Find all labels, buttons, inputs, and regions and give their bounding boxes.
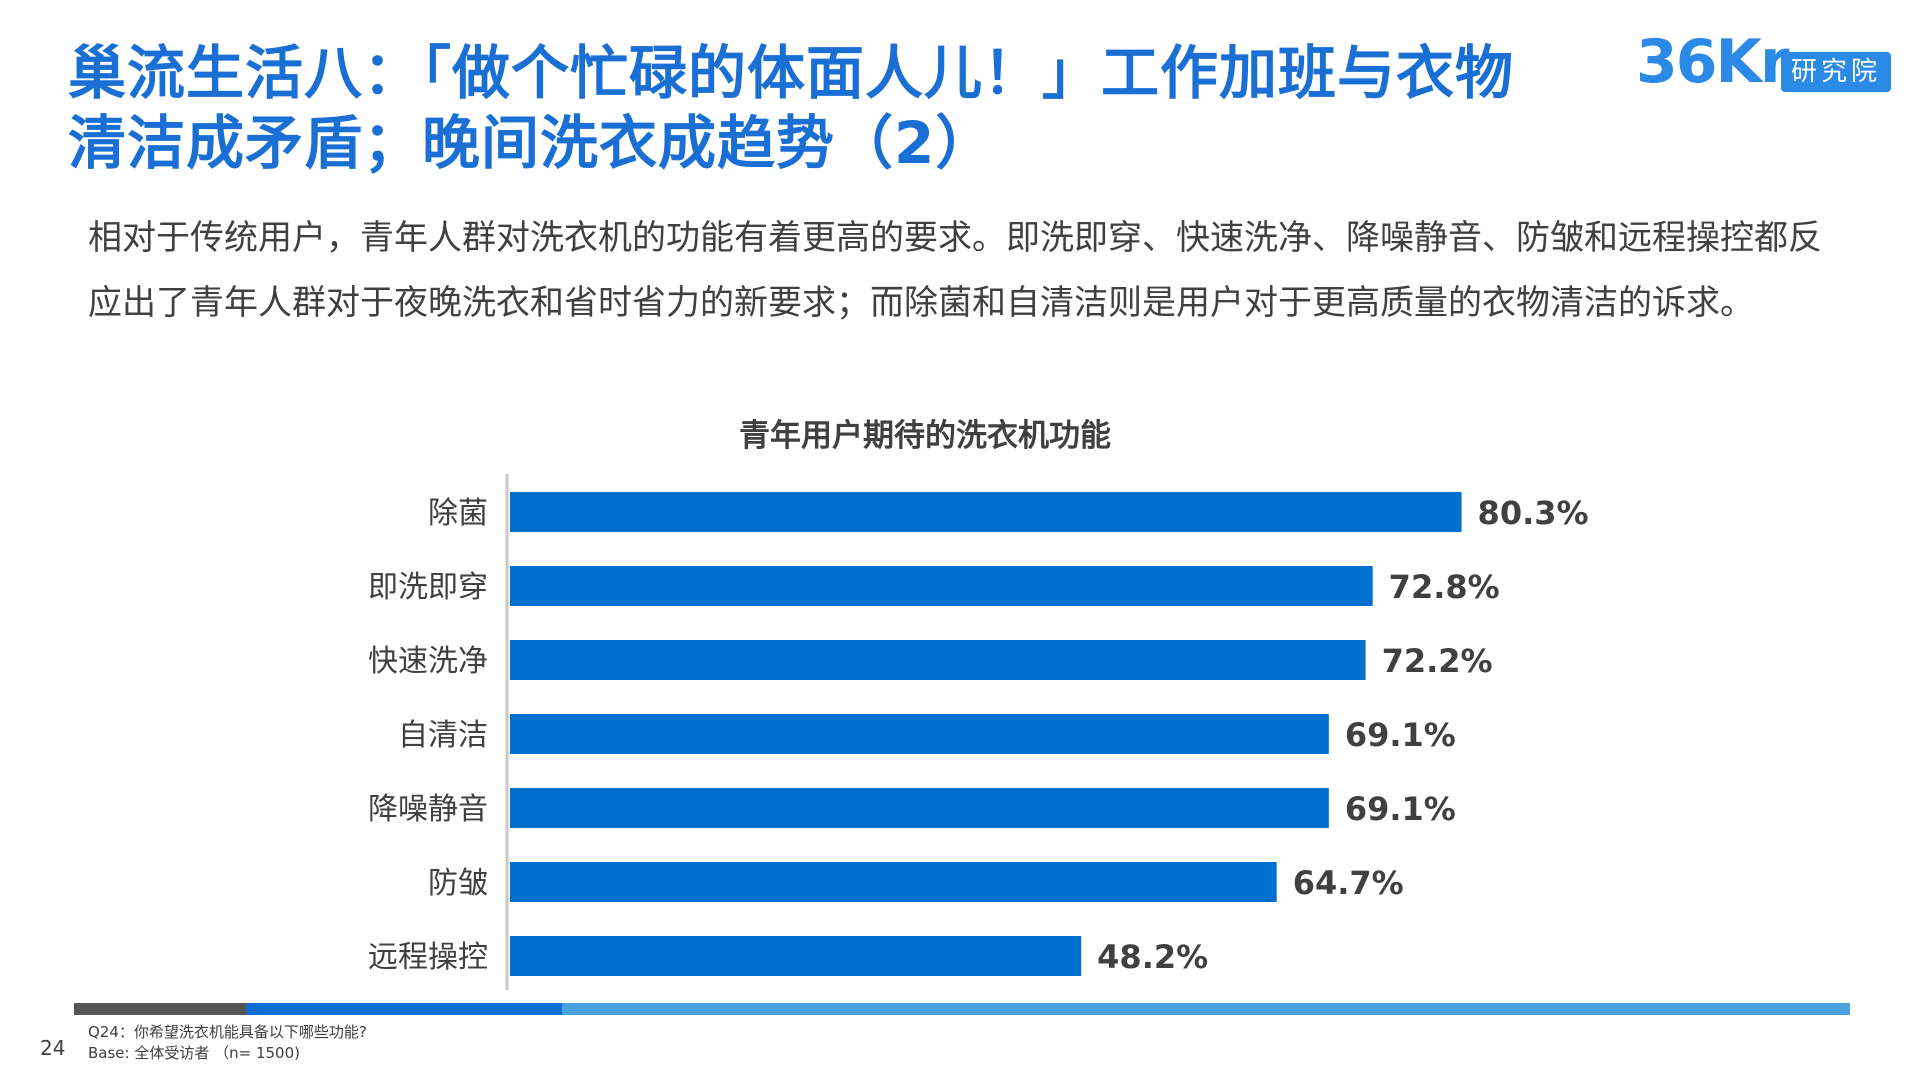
category-label: 降噪静音 — [368, 792, 488, 827]
page-number: 24 — [40, 1036, 66, 1060]
bar — [510, 862, 1277, 902]
bar-chart: 除菌 80.3% 即洗即穿 72.8% 快速洗净 72.2% 自清洁 69.1% 降噪静音 69.… — [368, 474, 1589, 990]
bar — [510, 640, 1366, 680]
footer-bar-light — [562, 1003, 1850, 1015]
value-label: 80.3% — [1478, 494, 1589, 532]
category-label: 即洗即穿 — [368, 570, 488, 605]
value-label: 48.2% — [1097, 938, 1208, 976]
value-label: 72.8% — [1389, 568, 1500, 606]
chart-title: 青年用户期待的洗衣机功能 — [739, 418, 1111, 454]
value-label: 69.1% — [1345, 790, 1456, 828]
bar — [510, 936, 1082, 976]
question-note: Q24：你希望洗衣机能具备以下哪些功能? — [88, 1023, 367, 1041]
bar — [510, 714, 1329, 754]
value-label: 69.1% — [1345, 716, 1456, 754]
bar — [510, 788, 1329, 828]
logo-36kr: 36Kr — [1636, 27, 1790, 97]
bar — [510, 492, 1462, 532]
source-note: Q24：你希望洗衣机能具备以下哪些功能? Base: 全体受访者 （n= 150… — [88, 1022, 367, 1064]
category-label: 防皱 — [428, 866, 488, 901]
bar — [510, 566, 1373, 606]
category-label: 远程操控 — [368, 940, 488, 975]
footer-bar-blue — [246, 1003, 562, 1015]
intro-paragraph: 相对于传统用户，青年人群对洗衣机的功能有着更高的要求。即洗即穿、快速洗净、降噪静… — [88, 218, 1822, 323]
value-label: 72.2% — [1382, 642, 1493, 680]
category-label: 自清洁 — [398, 718, 488, 753]
category-label: 快速洗净 — [368, 644, 488, 679]
page-title: 巢流生活八：「做个忙碌的体面人儿！」工作加班与衣物清洁成矛盾；晚间洗衣成趋势（2… — [68, 39, 1515, 177]
base-note: Base: 全体受访者 （n= 1500) — [88, 1044, 300, 1062]
logo-badge: 研究院 — [1781, 52, 1892, 92]
logo: 36Kr 研究院 — [1636, 22, 1896, 102]
footer-bar-gray — [74, 1003, 246, 1015]
category-label: 除菌 — [428, 496, 488, 531]
value-label: 64.7% — [1293, 864, 1404, 902]
